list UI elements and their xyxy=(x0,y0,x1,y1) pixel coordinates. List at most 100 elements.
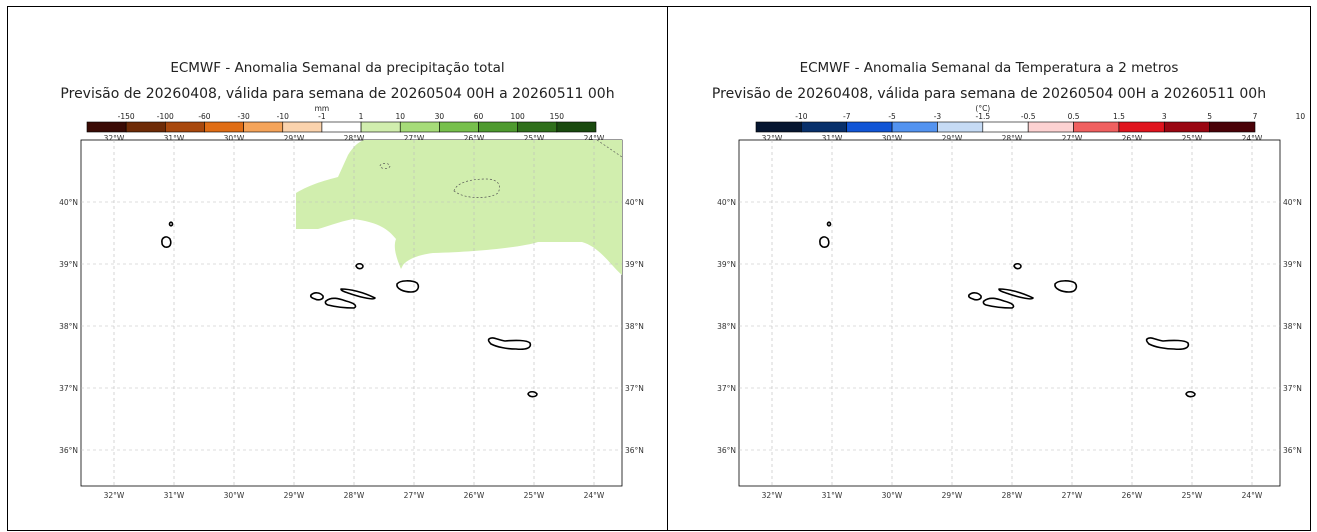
island-outline xyxy=(355,262,364,270)
lat-tick-right: 37°N xyxy=(625,384,644,393)
lat-tick-left: 37°N xyxy=(59,384,78,393)
colorbar-label: -5 xyxy=(888,112,896,121)
colorbar-swatch xyxy=(891,121,938,133)
island-outline xyxy=(168,221,174,227)
lon-tick-top: 31°W xyxy=(822,134,843,143)
colorbar-swatch xyxy=(937,121,984,133)
colorbar-label: 3 xyxy=(1162,112,1167,121)
lat-tick-right: 37°N xyxy=(1283,384,1302,393)
lon-tick-bottom: 32°W xyxy=(104,491,125,500)
island-outline xyxy=(396,280,420,293)
temp-title: ECMWF - Anomalia Semanal da Temperatura … xyxy=(799,60,1179,76)
lat-tick-left: 40°N xyxy=(717,198,736,207)
island-outline xyxy=(826,221,832,227)
lat-tick-right: 36°N xyxy=(1283,446,1302,455)
lat-tick-left: 39°N xyxy=(717,260,736,269)
island-outline xyxy=(527,390,538,398)
lon-tick-bottom: 25°W xyxy=(524,491,545,500)
colorbar-swatch xyxy=(982,121,1029,133)
colorbar-swatch xyxy=(1209,121,1256,133)
precip-contour xyxy=(453,178,500,198)
lon-tick-top: 26°W xyxy=(464,134,485,143)
island-outline xyxy=(819,236,830,248)
lon-tick-bottom: 30°W xyxy=(224,491,245,500)
lat-tick-left: 38°N xyxy=(59,322,78,331)
lat-tick-right: 36°N xyxy=(625,446,644,455)
colorbar-unit: (°C) xyxy=(975,104,990,113)
lon-tick-bottom: 31°W xyxy=(164,491,185,500)
colorbar-label: 7 xyxy=(1253,112,1258,121)
lon-tick-top: 27°W xyxy=(404,134,425,143)
lon-tick-bottom: 26°W xyxy=(464,491,485,500)
lon-tick-top: 32°W xyxy=(762,134,783,143)
island-outline xyxy=(1145,337,1190,351)
island-outline xyxy=(309,292,324,301)
lat-tick-left: 36°N xyxy=(59,446,78,455)
lon-tick-bottom: 26°W xyxy=(1122,491,1143,500)
island-outline xyxy=(161,236,172,248)
lon-tick-top: 30°W xyxy=(882,134,903,143)
colorbar-swatch xyxy=(755,121,802,133)
lon-tick-bottom: 25°W xyxy=(1182,491,1203,500)
precip-title: ECMWF - Anomalia Semanal da precipitação… xyxy=(170,60,505,76)
island-outline xyxy=(998,288,1034,300)
lat-tick-left: 38°N xyxy=(717,322,736,331)
lat-tick-right: 39°N xyxy=(625,260,644,269)
colorbar-label: 0.5 xyxy=(1068,112,1080,121)
colorbar-swatch xyxy=(439,121,479,133)
lon-tick-top: 28°W xyxy=(1002,134,1023,143)
lon-tick-top: 24°W xyxy=(584,134,605,143)
island-outline xyxy=(487,337,532,351)
colorbar-label: -3 xyxy=(934,112,942,121)
colorbar-label: 10 xyxy=(395,112,405,121)
lon-tick-bottom: 30°W xyxy=(882,491,903,500)
map-frame xyxy=(738,139,1281,487)
precipitation-anomaly-panel: ECMWF - Anomalia Semanal da precipitação… xyxy=(7,6,668,531)
lon-tick-top: 30°W xyxy=(224,134,245,143)
colorbar-label: 100 xyxy=(511,112,526,121)
colorbar-label: 1.5 xyxy=(1113,112,1125,121)
colorbar-swatch xyxy=(478,121,518,133)
colorbar-swatch xyxy=(1027,121,1074,133)
lat-tick-right: 38°N xyxy=(625,322,644,331)
lat-tick-left: 37°N xyxy=(717,384,736,393)
temperature-anomaly-panel: ECMWF - Anomalia Semanal da Temperatura … xyxy=(668,6,1311,531)
temp-subtitle: Previsão de 20260408, válida para semana… xyxy=(711,86,1267,102)
lon-tick-bottom: 29°W xyxy=(284,491,305,500)
colorbar-unit: mm xyxy=(315,104,330,113)
colorbar-label: -0.5 xyxy=(1021,112,1036,121)
colorbar-label: 1 xyxy=(359,112,364,121)
lon-tick-bottom: 32°W xyxy=(762,491,783,500)
colorbar-swatch xyxy=(1163,121,1210,133)
colorbar-swatch xyxy=(1073,121,1120,133)
island-outline xyxy=(1013,262,1022,270)
lon-tick-bottom: 27°W xyxy=(404,491,425,500)
lon-tick-top: 26°W xyxy=(1122,134,1143,143)
colorbar-swatch xyxy=(556,121,597,133)
precip-map: -150 -100 -60 -30 -10 -1 1 10 30 60 100 150 mm 32°W 31… xyxy=(59,104,644,500)
colorbar-swatch xyxy=(165,121,205,133)
lon-tick-top: 29°W xyxy=(284,134,305,143)
colorbar-swatch xyxy=(125,121,166,133)
precip-contour xyxy=(379,163,391,169)
lat-tick-right: 40°N xyxy=(1283,198,1302,207)
colorbar-swatch xyxy=(846,121,893,133)
lon-tick-bottom: 28°W xyxy=(1002,491,1023,500)
colorbar-swatch xyxy=(360,121,401,133)
lon-tick-top: 27°W xyxy=(1062,134,1083,143)
island-outline xyxy=(324,297,357,309)
island-outline xyxy=(340,288,376,300)
colorbar-label: -30 xyxy=(237,112,249,121)
lon-tick-top: 31°W xyxy=(164,134,185,143)
colorbar-label: -1 xyxy=(318,112,326,121)
colorbar-label: -10 xyxy=(795,112,807,121)
lat-tick-left: 39°N xyxy=(59,260,78,269)
precip-anomaly-area xyxy=(296,140,622,275)
colorbar-swatch xyxy=(282,121,323,133)
lon-tick-top: 24°W xyxy=(1242,134,1263,143)
lat-tick-left: 40°N xyxy=(59,198,78,207)
island-outline xyxy=(1185,390,1196,398)
colorbar-label: 5 xyxy=(1207,112,1212,121)
lat-tick-right: 38°N xyxy=(1283,322,1302,331)
lon-tick-bottom: 28°W xyxy=(344,491,365,500)
